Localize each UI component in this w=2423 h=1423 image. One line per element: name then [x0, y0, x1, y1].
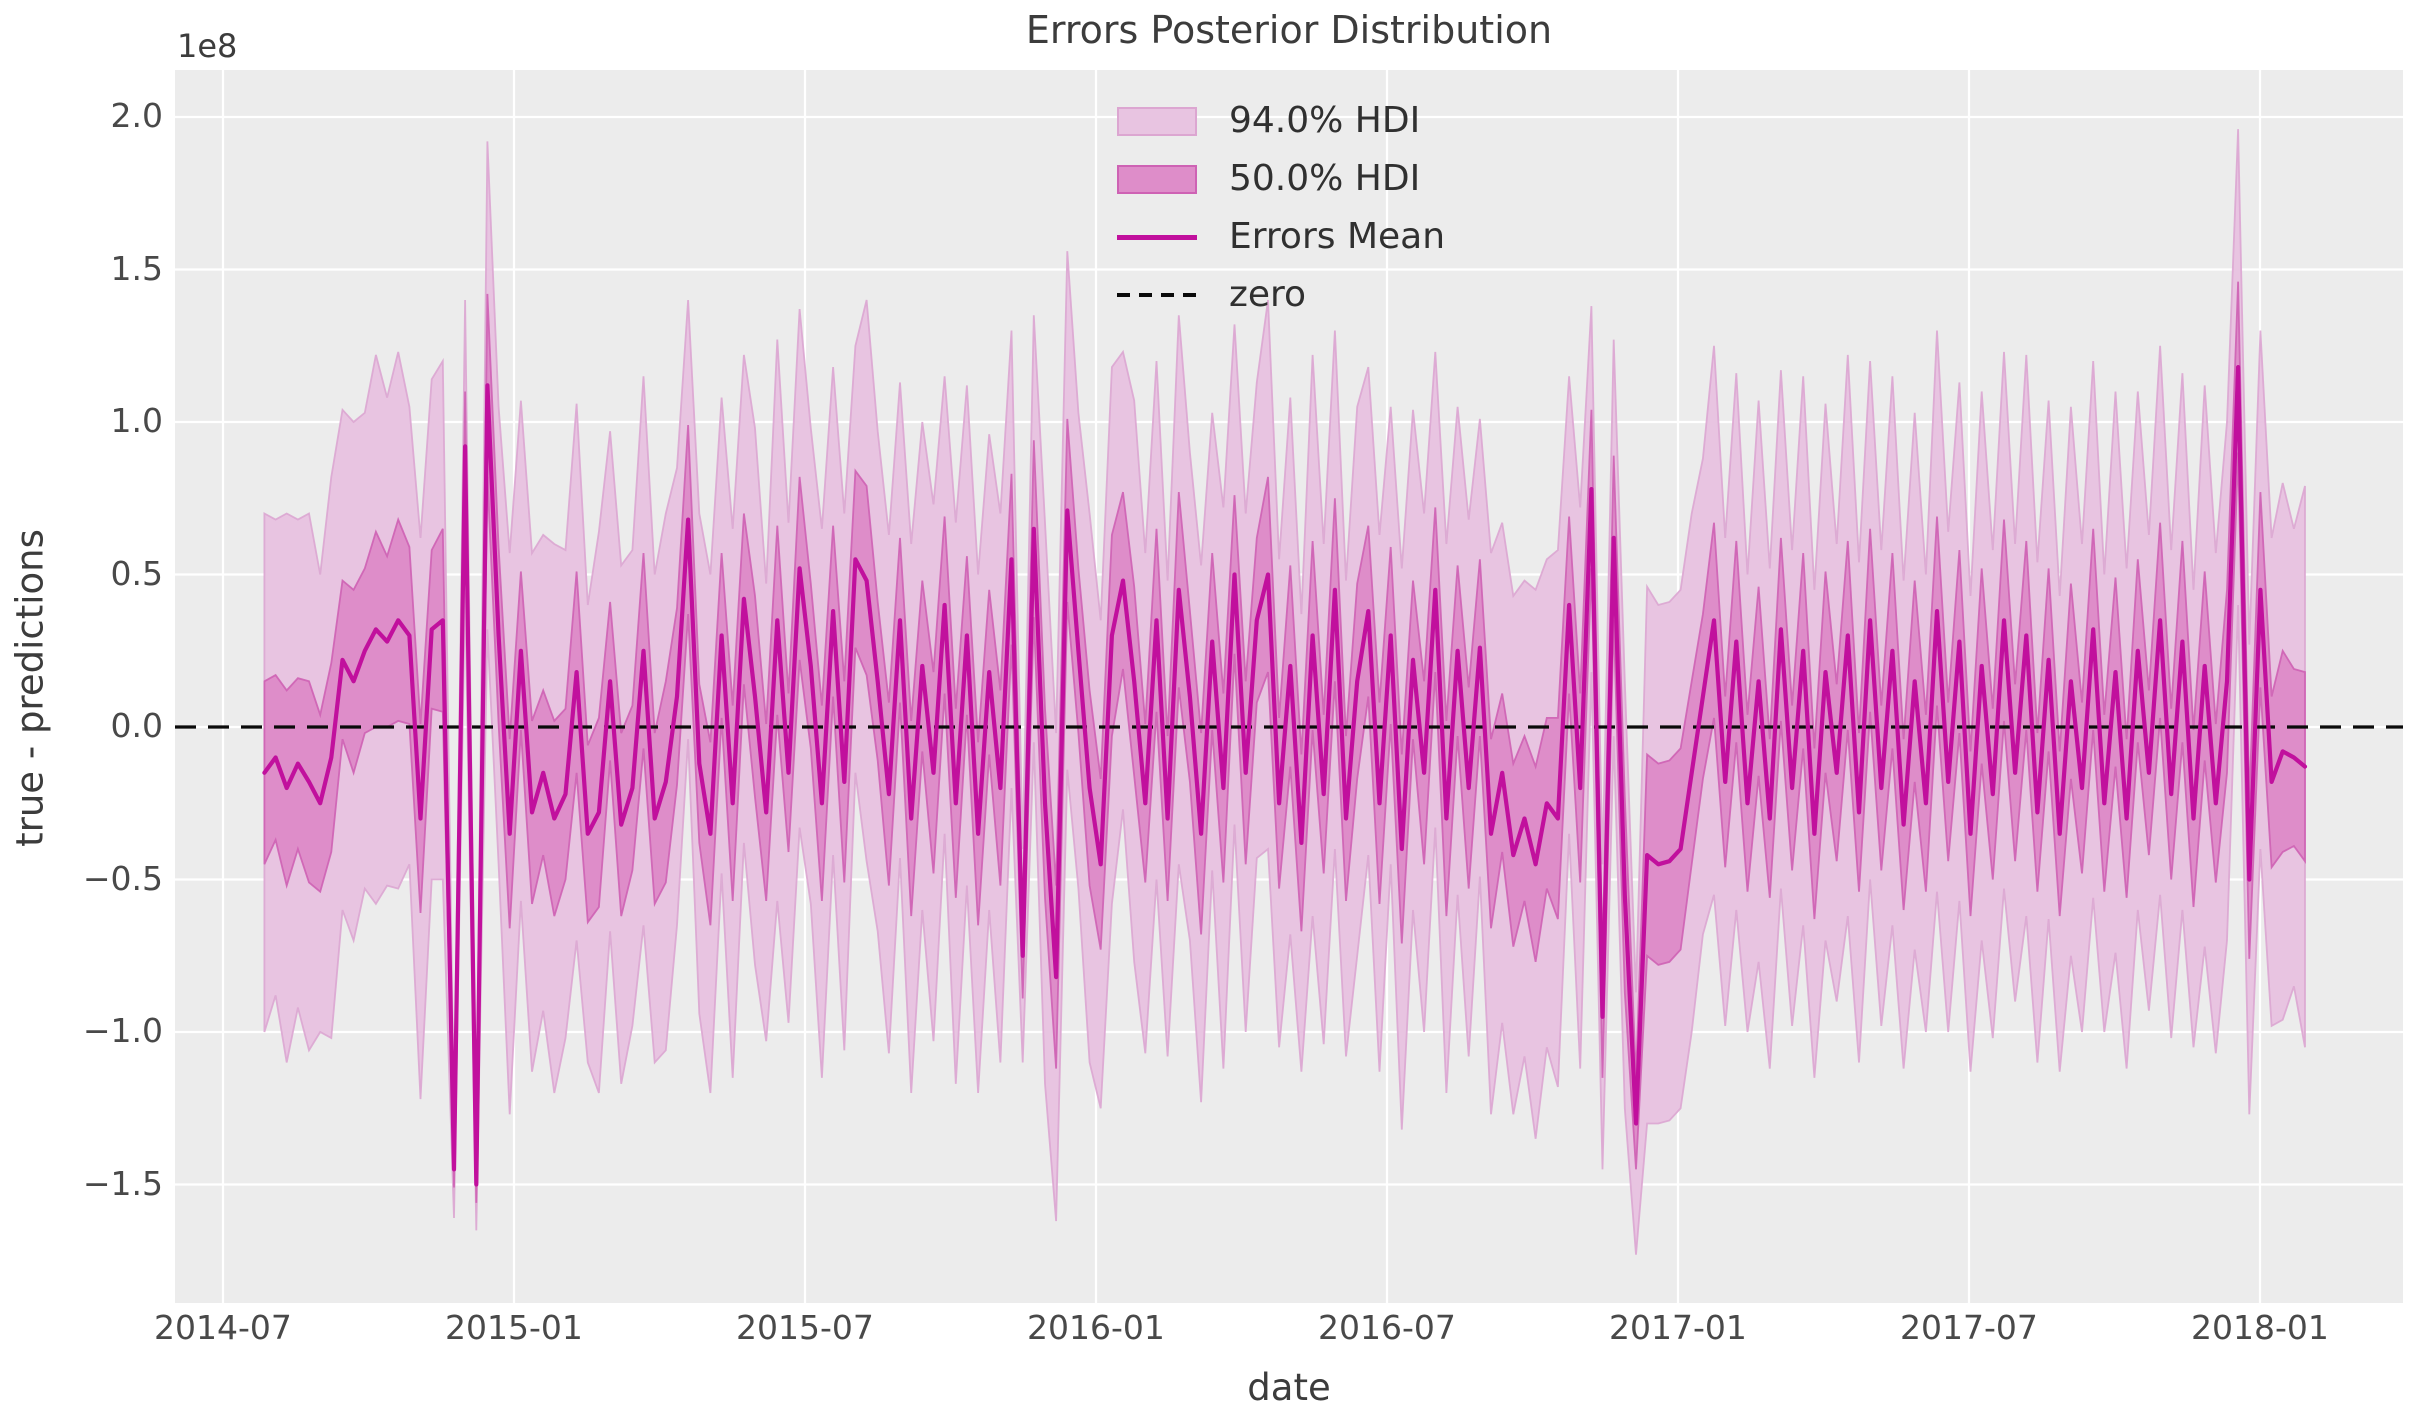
legend-item-hdi94: 94.0% HDI: [1117, 100, 1445, 141]
legend-item-zero: zero: [1117, 274, 1445, 315]
legend-item-hdi50: 50.0% HDI: [1117, 158, 1445, 199]
x-tick-label: 2015-07: [736, 1308, 874, 1347]
x-axis-label: date: [1247, 1366, 1331, 1409]
x-tick-label: 2018-01: [2191, 1308, 2329, 1347]
y-tick-label: −1.5: [82, 1163, 163, 1203]
x-tick-label: 2016-01: [1027, 1308, 1165, 1347]
legend-label-mean: Errors Mean: [1229, 216, 1446, 257]
x-tick-label: 2017-01: [1609, 1308, 1747, 1347]
x-tick-label: 2017-07: [1900, 1308, 2038, 1347]
zero-line-swatch-bar: [1117, 293, 1197, 297]
legend: 94.0% HDI 50.0% HDI Errors Mean zero: [1117, 100, 1446, 338]
hdi94-patch-icon: [1117, 106, 1197, 136]
mean-line-swatch-bar: [1117, 234, 1197, 240]
zero-dashed-line-icon: [1117, 281, 1197, 310]
legend-label-hdi94: 94.0% HDI: [1229, 100, 1421, 141]
mean-line-icon: [1117, 223, 1197, 252]
y-tick-label: 0.0: [110, 706, 163, 745]
legend-label-hdi50: 50.0% HDI: [1229, 158, 1421, 199]
y-tick-label: 1.0: [110, 401, 163, 440]
y-axis-offset-label: 1e8: [177, 27, 238, 65]
legend-label-zero: zero: [1229, 274, 1307, 315]
errors-mean-line: [262, 365, 2308, 1187]
x-tick-label: 2016-07: [1318, 1308, 1456, 1347]
hdi50-patch-icon: [1117, 164, 1197, 194]
x-tick-label: 2015-01: [445, 1308, 583, 1347]
y-tick-label: 0.5: [110, 553, 163, 593]
y-tick-label: −1.0: [82, 1011, 163, 1050]
chart-title: Errors Posterior Distribution: [1025, 8, 1553, 52]
legend-item-mean: Errors Mean: [1117, 216, 1446, 257]
x-tick-label: 2014-07: [154, 1308, 292, 1347]
y-tick-label: 2.0: [110, 96, 163, 135]
y-tick-label: −0.5: [82, 858, 163, 898]
y-tick-label: 1.5: [110, 248, 163, 288]
